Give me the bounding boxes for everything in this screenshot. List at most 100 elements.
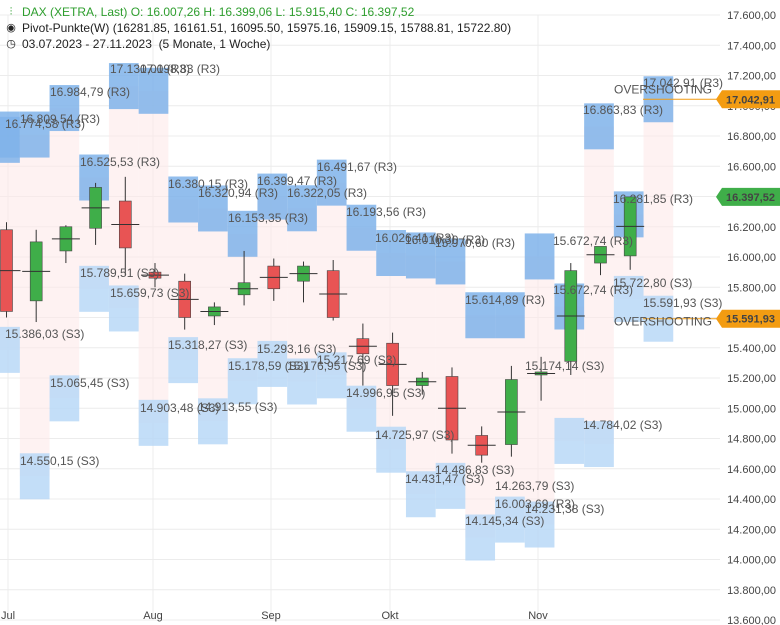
pivot-level-label: 15.672,74 (R3)	[553, 283, 633, 297]
pivot-level-label: 14.996,95 (S3)	[346, 386, 425, 400]
pivot-range-band	[465, 315, 496, 538]
pivot-level-label: 15.065,45 (S3)	[50, 376, 129, 390]
pivot-level-label: 16.491,67 (R3)	[317, 160, 397, 174]
pivot-level-label: 16.003,69 (R3)	[495, 497, 575, 511]
r3-zone	[138, 67, 169, 114]
s3-zone	[316, 352, 347, 399]
ohlc-values: O: 16.007,26 H: 16.399,06 L: 15.915,40 C…	[130, 5, 415, 19]
s3-zone	[227, 358, 258, 405]
pivot-level-label: 15.178,59 (S3)	[228, 359, 307, 373]
candle-chart-icon: ⫶	[9, 6, 13, 18]
last-price-badge	[716, 187, 780, 206]
pivot-level-label: 17.130,01 (R3)	[110, 62, 190, 76]
pivot-level-label: 15.293,16 (S3)	[257, 342, 336, 356]
pivot-level-label: 17.098,83 (R3)	[140, 62, 220, 76]
last-price-text: 16.397,52	[726, 192, 775, 204]
pivot-range-band	[346, 227, 377, 409]
pivot-level-label: 14.784,02 (S3)	[583, 418, 662, 432]
s3-zone	[346, 385, 377, 432]
y-tick-label: 17.200,00	[727, 71, 776, 83]
s3-zone	[19, 453, 50, 500]
pivot-range-band	[584, 126, 614, 445]
y-tick-label: 13.600,00	[727, 615, 776, 625]
pivot-range-band	[168, 199, 199, 361]
y-tick-label: 16.800,00	[727, 131, 776, 143]
y-tick-label: 15.000,00	[727, 403, 776, 415]
pivot-level-label: 14.263,79 (S3)	[495, 479, 574, 493]
s3-zone	[79, 265, 109, 312]
pivot-range-band	[643, 99, 674, 319]
date-range: 03.07.2023 - 27.11.2023	[22, 37, 152, 51]
x-tick-label: Jul	[1, 610, 15, 622]
pivot-level-label: 16.863,83 (R3)	[583, 103, 663, 117]
y-tick-label: 15.400,00	[727, 343, 776, 355]
pivot-level-label: 15.789,51 (S3)	[80, 266, 159, 280]
x-tick-label: Okt	[381, 610, 398, 622]
chart-header: ⫶ DAX (XETRA, Last) O: 16.007,26 H: 16.3…	[4, 4, 511, 52]
s3-zone	[524, 501, 555, 548]
pivot-range-band	[287, 208, 317, 382]
r3-zone	[198, 185, 228, 232]
price-badge-text: 17.042,91	[726, 94, 775, 106]
y-tick-label: 17.400,00	[727, 40, 776, 52]
r3-zone	[316, 159, 347, 206]
r3-zone	[495, 292, 525, 339]
s3-zone	[49, 375, 80, 422]
pivot-level-label: 14.231,38 (S3)	[525, 502, 604, 516]
y-tick-label: 15.200,00	[727, 373, 776, 385]
instrument-title: DAX (XETRA, Last)	[22, 5, 128, 19]
pivot-level-label: 16.153,35 (R3)	[228, 211, 308, 225]
pivot-level-label: 16.399,47 (R3)	[257, 174, 337, 188]
s3-zone	[613, 275, 644, 322]
r3-zone	[108, 63, 139, 110]
s3-zone	[138, 399, 169, 446]
pivot-level-label: 16.320,94 (R3)	[198, 186, 278, 200]
overshooting-label: OVERSHOOTING	[614, 82, 712, 96]
pivot-level-label: 17.042,91 (R3)	[643, 76, 723, 90]
s3-zone	[198, 398, 228, 445]
r3-zone	[405, 232, 436, 279]
pivot-level-label: 15.176,95 (S3)	[287, 359, 366, 373]
y-tick-label: 17.600,00	[727, 10, 776, 22]
pivot-level-label: 16.525,53 (R3)	[80, 155, 160, 169]
pivot-level-label: 15.386,03 (S3)	[5, 327, 84, 341]
period-label: (5 Monate, 1 Woche)	[158, 37, 271, 51]
pivot-level-label: 15.591,93 (S3)	[643, 296, 722, 310]
r3-zone	[287, 185, 317, 232]
pivot-range-band	[435, 261, 466, 486]
price-badge	[716, 309, 780, 328]
pivot-range-band	[108, 86, 139, 309]
r3-zone	[168, 176, 199, 223]
y-tick-label: 14.000,00	[727, 555, 776, 567]
r3-zone	[435, 238, 466, 285]
r3-zone	[49, 85, 80, 132]
pivot-level-label: 16.380,15 (R3)	[168, 177, 248, 191]
y-tick-label: 13.800,00	[727, 585, 776, 597]
r3-zone	[524, 233, 555, 280]
pivot-level-label: 15.659,73 (S3)	[110, 286, 189, 300]
s3-zone	[257, 340, 288, 387]
pivot-level-label: 15.722,80 (S3)	[613, 276, 692, 290]
pivot-level-label: 14.913,55 (S3)	[198, 400, 277, 414]
s3-zone	[376, 426, 406, 473]
pivot-values: (16281.85, 16161.51, 16095.50, 15975.16,…	[112, 21, 512, 35]
r3-zone	[0, 111, 20, 158]
y-tick-label: 16.200,00	[727, 222, 776, 234]
r3-zone	[346, 204, 377, 251]
pivot-indicator-label: Pivot-Punkte(W)	[22, 21, 110, 35]
s3-zone	[435, 462, 466, 509]
x-tick-label: Aug	[143, 610, 163, 622]
pivot-range-band	[49, 108, 80, 399]
overshooting-label: OVERSHOOTING	[614, 315, 712, 329]
clock-icon: ◷	[6, 38, 16, 50]
y-tick-label: 14.800,00	[727, 434, 776, 446]
pivot-range-band	[138, 90, 169, 423]
pivot-level-label: 16.809,54 (R3)	[20, 112, 100, 126]
r3-zone	[257, 173, 288, 220]
pivot-level-label: 15.318,27 (S3)	[168, 338, 247, 352]
s3-zone	[465, 514, 496, 561]
pivot-level-label: 14.725,97 (S3)	[375, 428, 454, 442]
s3-zone	[554, 417, 585, 464]
pivot-level-label: 15.614,89 (R3)	[465, 293, 545, 307]
indicator-dot-icon: ◉	[6, 22, 16, 34]
